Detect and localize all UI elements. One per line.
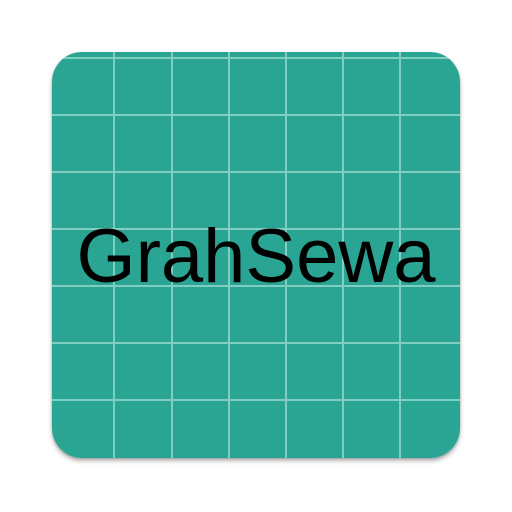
grid-lines	[52, 52, 460, 458]
app-name-label: GrahSewa	[76, 214, 436, 299]
grid-background	[52, 52, 460, 458]
app-icon: GrahSewa	[52, 52, 460, 458]
icon-background	[52, 52, 460, 458]
app-icon-container: GrahSewa	[52, 52, 460, 460]
